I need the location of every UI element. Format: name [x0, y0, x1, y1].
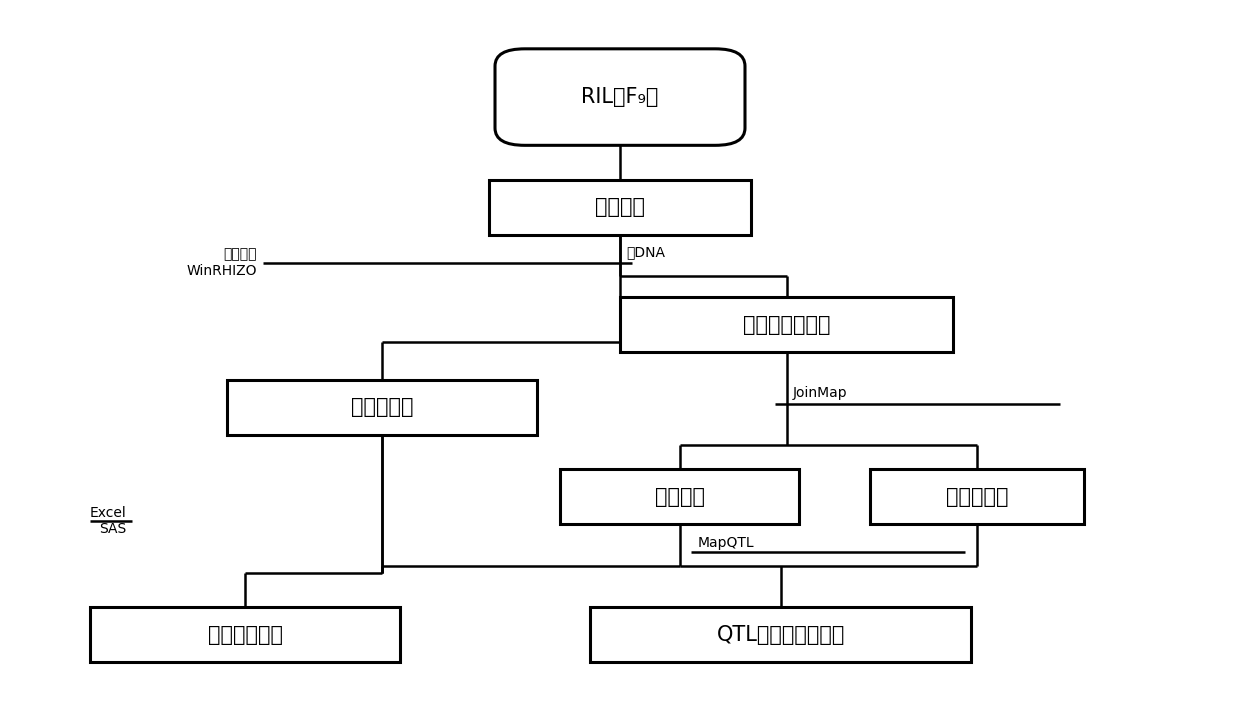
Text: QTL定位及效应分析: QTL定位及效应分析 [717, 625, 844, 645]
FancyBboxPatch shape [590, 607, 971, 662]
Text: 性状调查
WinRHIZO: 性状调查 WinRHIZO [186, 248, 257, 278]
Text: 表型数据库: 表型数据库 [351, 397, 413, 417]
Text: JoinMap: JoinMap [792, 386, 847, 401]
FancyBboxPatch shape [91, 607, 399, 662]
Text: 标记分离数据库: 标记分离数据库 [743, 314, 831, 335]
Text: MapQTL: MapQTL [697, 536, 754, 550]
Text: Excel
SAS: Excel SAS [89, 506, 126, 536]
Text: 遗传特性分析: 遗传特性分析 [207, 625, 283, 645]
FancyBboxPatch shape [870, 470, 1084, 524]
FancyBboxPatch shape [560, 470, 799, 524]
Text: 基因数据库: 基因数据库 [946, 487, 1008, 507]
Text: 田间试验: 田间试验 [595, 197, 645, 218]
FancyBboxPatch shape [489, 180, 751, 235]
FancyBboxPatch shape [495, 49, 745, 145]
FancyBboxPatch shape [227, 380, 537, 435]
Text: 提DNA: 提DNA [626, 245, 665, 259]
Text: 遗传图谱: 遗传图谱 [655, 487, 704, 507]
FancyBboxPatch shape [620, 297, 954, 352]
Text: RIL（F₉）: RIL（F₉） [582, 87, 658, 107]
